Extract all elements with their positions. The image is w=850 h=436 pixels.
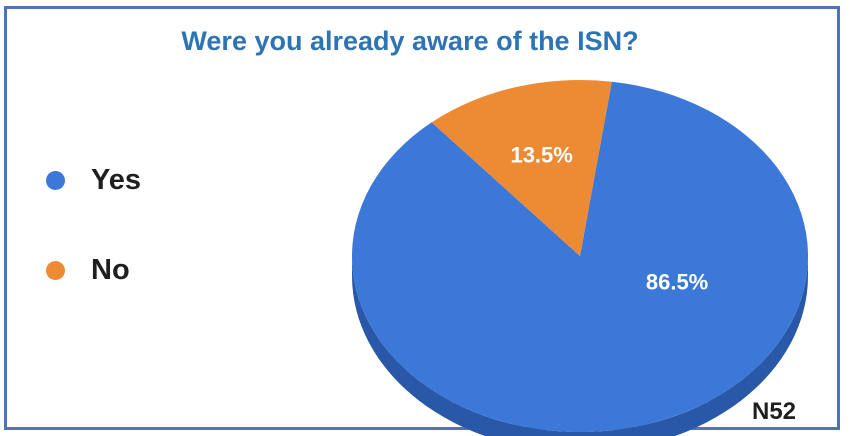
sample-size-note: N52 <box>752 398 797 425</box>
data-label-yes: 86.5% <box>646 270 708 295</box>
legend-item-yes: Yes <box>46 160 141 200</box>
pie-slice-yes <box>351 81 808 432</box>
legend-label-yes: Yes <box>91 163 141 196</box>
legend: Yes No <box>46 160 141 340</box>
data-label-no: 13.5% <box>510 143 572 168</box>
legend-label-no: No <box>91 253 130 286</box>
chart-title: Were you already aware of the ISN? <box>181 26 639 56</box>
legend-swatch-no <box>46 260 65 280</box>
legend-swatch-yes <box>46 170 65 190</box>
legend-item-no: No <box>46 250 141 290</box>
pie-slice-no <box>431 79 612 256</box>
